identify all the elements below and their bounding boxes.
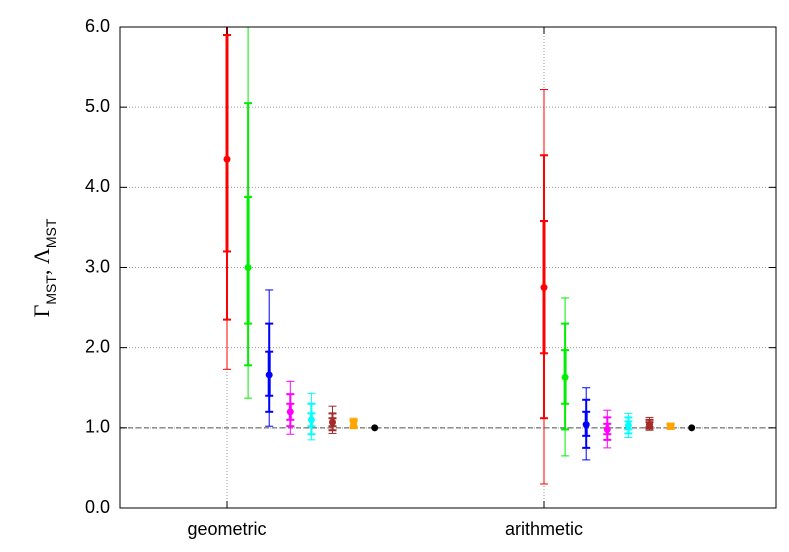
x-tick-label: geometric (187, 519, 266, 539)
plot-frame (119, 26, 777, 509)
data-point (286, 408, 294, 416)
data-point (223, 155, 231, 163)
data-point (540, 284, 548, 292)
data-point (561, 373, 569, 381)
y-axis-label: ΓMST, ΛMST (29, 218, 59, 317)
data-point (329, 418, 336, 426)
data-point (244, 264, 252, 271)
data-point (667, 422, 675, 430)
x-tick-label: arithmetic (505, 519, 583, 539)
data-point (646, 421, 653, 429)
y-tick-label: 3.0 (85, 256, 110, 276)
data-point (307, 416, 315, 424)
y-tick-label: 4.0 (85, 176, 110, 196)
y-label-part: MST (43, 275, 59, 305)
y-tick-label: 0.0 (85, 497, 110, 517)
data-point (624, 421, 632, 429)
y-label-part: Γ (29, 304, 54, 317)
y-tick-label: 6.0 (85, 16, 110, 36)
data-point (350, 420, 358, 428)
y-label-part: MST (43, 218, 59, 248)
data-point (582, 421, 590, 429)
data-point (688, 424, 696, 432)
grid (120, 27, 776, 508)
data-point (371, 424, 379, 432)
data-point (603, 425, 611, 433)
y-tick-label: 1.0 (85, 417, 110, 437)
y-label-part: , Λ (29, 248, 54, 275)
y-tick-label: 2.0 (85, 336, 110, 356)
plot-area (223, 27, 696, 485)
y-tick-label: 5.0 (85, 96, 110, 116)
data-point (265, 371, 273, 379)
